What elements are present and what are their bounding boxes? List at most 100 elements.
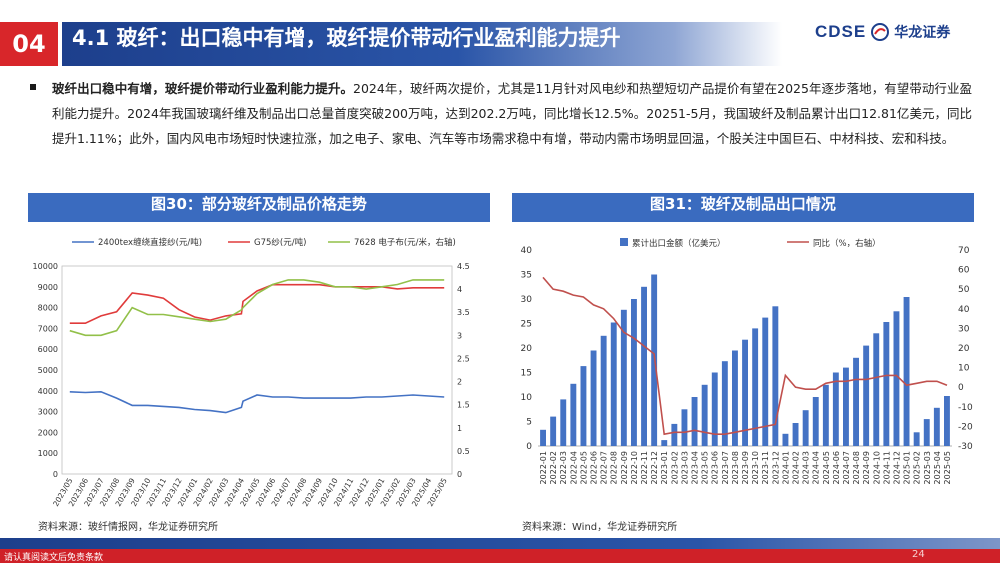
footer-strip: [0, 549, 1000, 563]
y-right-tick-label: 2: [457, 378, 462, 387]
y-right-tick-label: -30: [958, 442, 973, 452]
x-tick-label: 2024-02: [791, 451, 800, 484]
y-left-tick-label: 8000: [38, 304, 58, 313]
summary-body: 2024年，玻纤两次提价，尤其是11月针对风电纱和热塑短切产品提价有望在2025…: [52, 81, 972, 146]
logo-emblem-icon: [871, 23, 890, 41]
legend-swatch: [620, 238, 628, 246]
x-tick-label: 2024-04: [812, 451, 821, 484]
x-tick-label: 2023-10: [751, 451, 760, 484]
y-left-tick-label: 2000: [38, 428, 58, 437]
y-left-tick-label: 7000: [38, 324, 58, 333]
disclaimer-text: 请认真阅读文后免责条款: [4, 553, 104, 563]
export-bar: [540, 429, 546, 446]
x-tick-label: 2025-05: [943, 451, 952, 484]
legend-label: 2400tex缠绕直接纱(元/吨): [98, 237, 202, 248]
x-tick-label: 2022-08: [610, 451, 619, 484]
x-tick-label: 2023-03: [680, 451, 689, 484]
x-tick-label: 2023-11: [761, 451, 770, 484]
y-right-tick-label: 20: [958, 344, 970, 354]
x-tick-label: 2022-09: [620, 451, 629, 484]
export-bar: [641, 286, 647, 447]
export-bar: [742, 339, 748, 446]
y-left-tick-label: 9000: [38, 283, 58, 292]
export-bar: [752, 328, 759, 446]
legend-label: 累计出口金额（亿美元）: [632, 238, 726, 249]
export-bar: [893, 311, 900, 447]
y-left-tick-label: 5000: [38, 366, 58, 375]
x-tick-label: 2024-09: [862, 451, 871, 484]
x-tick-label: 2022-11: [640, 451, 649, 484]
y-right-tick-label: 2.5: [457, 354, 470, 363]
y-left-tick-label: 15: [521, 369, 532, 379]
export-bar: [610, 322, 617, 446]
x-tick-label: 2023-09: [741, 451, 750, 484]
export-bar: [812, 397, 819, 446]
x-tick-label: 2022-02: [549, 451, 558, 484]
export-bar: [782, 433, 789, 447]
x-tick-label: 2024-06: [832, 451, 841, 484]
y-right-tick-label: 30: [958, 324, 970, 334]
y-right-tick-label: 1.5: [457, 401, 470, 410]
export-bar: [580, 366, 587, 446]
y-right-tick-label: -20: [958, 422, 973, 432]
y-left-tick-label: 0: [53, 470, 58, 479]
bullet-square-icon: [30, 84, 36, 90]
figure-30-source: 资料来源：玻纤情报网，华龙证券研究所: [38, 522, 218, 533]
export-bar: [732, 350, 738, 446]
x-tick-label: 2024-07: [842, 451, 851, 484]
export-bar: [671, 423, 678, 446]
legend-label: 7628 电子布(元/米，右轴): [354, 237, 456, 248]
y-right-tick-label: 4.5: [457, 262, 470, 271]
plot-frame: [61, 265, 453, 475]
export-bar: [701, 384, 708, 447]
x-tick-label: 2024-03: [802, 451, 811, 484]
export-bar: [843, 367, 849, 446]
y-left-tick-label: 20: [521, 344, 533, 354]
export-bar: [681, 409, 688, 447]
figure-31-source: 资料来源：Wind，华龙证券研究所: [522, 522, 678, 533]
export-bar: [691, 397, 698, 446]
yoy-line: [542, 276, 948, 436]
x-tick-label: 2025-03: [923, 451, 932, 484]
y-right-tick-label: 1: [457, 424, 462, 433]
page-number: 24: [912, 549, 925, 560]
export-bar: [560, 399, 567, 446]
x-tick-label: 2024-12: [892, 451, 901, 484]
export-bar: [933, 407, 940, 446]
y-right-tick-label: 70: [958, 246, 970, 256]
y-right-tick-label: 3: [457, 331, 462, 340]
x-tick-label: 2024-11: [882, 451, 891, 484]
x-tick-label: 2023-02: [670, 451, 679, 484]
y-left-tick-label: 0: [526, 442, 532, 452]
export-bar: [853, 357, 859, 446]
y-left-tick-label: 30: [521, 295, 533, 305]
x-tick-label: 2025-01: [903, 451, 912, 484]
x-tick-label: 2023-06: [711, 451, 720, 484]
x-tick-label: 2023-07: [721, 451, 730, 484]
export-bar: [590, 350, 597, 446]
export-bar: [620, 309, 627, 446]
legend-label: 同比（%，右轴）: [813, 238, 881, 249]
x-tick-label: 2022-07: [600, 451, 609, 484]
x-tick-label: 2022-03: [559, 451, 568, 484]
y-right-tick-label: 0: [958, 383, 964, 393]
y-right-tick-label: 50: [958, 285, 970, 295]
page-title: 4.1 玻纤：出口稳中有增，玻纤提价带动行业盈利能力提升: [72, 26, 621, 50]
export-bar: [711, 372, 718, 446]
x-tick-label: 2022-06: [590, 451, 599, 484]
export-bar: [832, 372, 839, 446]
figure-30-title: 图30：部分玻纤及制品价格走势: [28, 193, 490, 222]
export-bar: [570, 383, 577, 446]
export-bar: [913, 432, 920, 446]
y-right-tick-label: 60: [958, 266, 970, 276]
x-tick-label: 2023-12: [771, 451, 780, 484]
y-left-tick-label: 6000: [38, 345, 58, 354]
x-tick-label: 2023-08: [731, 451, 740, 484]
summary-lead: 玻纤出口稳中有增，玻纤提价带动行业盈利能力提升。: [52, 81, 354, 96]
y-left-tick-label: 40: [521, 246, 533, 256]
series-line: [69, 279, 445, 337]
y-left-tick-label: 1000: [38, 449, 58, 458]
export-bar: [772, 306, 779, 446]
y-left-tick-label: 35: [521, 271, 532, 281]
x-tick-label: 2025-04: [933, 451, 942, 484]
